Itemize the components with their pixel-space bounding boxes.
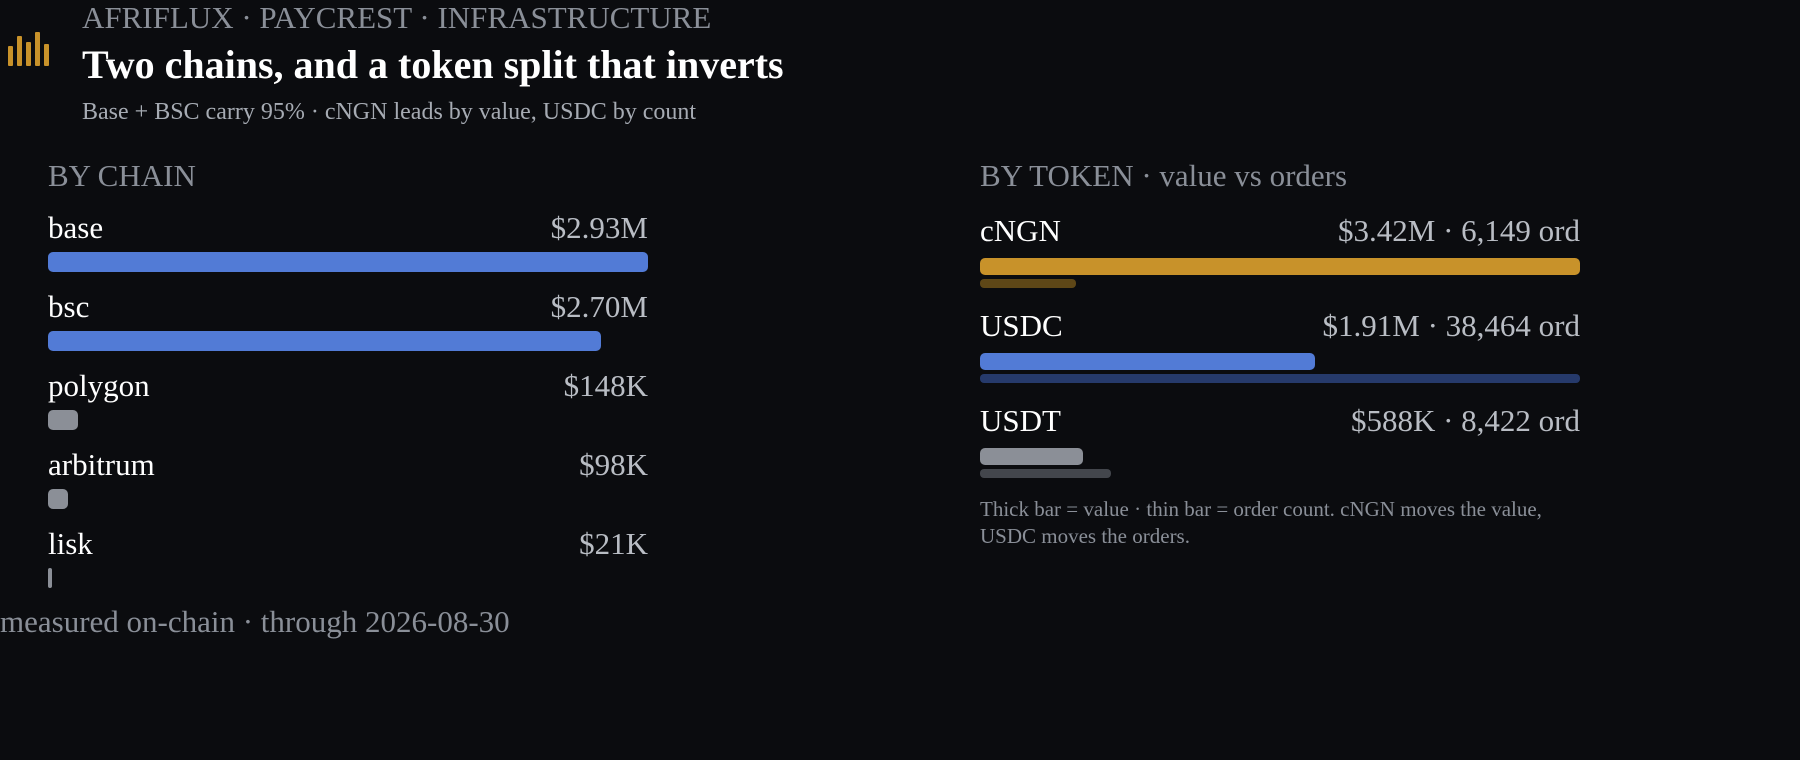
chain-value-label: $148K [563,368,648,403]
chain-value-label: $2.93M [550,210,648,245]
token-orders-bar [980,279,1076,288]
token-value-bar [980,353,1315,370]
token-label: cNGN [980,213,1061,248]
chain-bar [48,568,52,588]
eyebrow: AFRIFLUX · PAYCREST · INFRASTRUCTURE [82,0,712,35]
chain-label: arbitrum [48,447,155,482]
token-label: USDC [980,308,1063,343]
chain-bar [48,252,648,272]
chain-row: lisk $21K [48,526,648,588]
page-subtitle: Base + BSC carry 95% · cNGN leads by val… [82,99,697,125]
chain-label: bsc [48,289,90,324]
chain-bar [48,489,68,509]
chain-section-title: BY CHAIN [48,158,196,193]
chain-row: bsc $2.70M [48,289,648,351]
chain-value-label: $2.70M [550,289,648,324]
token-row: cNGN $3.42M · 6,149 ord [980,213,1580,288]
token-row: USDT $588K · 8,422 ord [980,403,1580,478]
chain-label: base [48,210,104,245]
token-value-label: $588K · 8,422 ord [1350,403,1580,438]
token-value-bar [980,448,1083,465]
token-value-label: $3.42M · 6,149 ord [1338,213,1580,248]
chart-note: Thick bar = value · thin bar = order cou… [980,497,1542,548]
token-orders-bar [980,469,1111,478]
token-value-label: $1.91M · 38,464 ord [1322,308,1580,343]
token-label: USDT [980,403,1061,438]
footer-text: measured on-chain · through 2026-08-30 [0,604,510,639]
chain-label: polygon [48,368,150,403]
chain-row: arbitrum $98K [48,447,648,509]
chain-row: polygon $148K [48,368,648,430]
chain-label: lisk [48,526,93,561]
chain-bar [48,410,78,430]
token-orders-bar [980,374,1580,383]
token-value-bar [980,258,1580,275]
page-title: Two chains, and a token split that inver… [82,42,784,87]
chain-value-label: $98K [579,447,648,482]
token-section-title: BY TOKEN · value vs orders [980,158,1348,193]
chain-bar [48,331,601,351]
chain-value-label: $21K [579,526,648,561]
bar-chart-icon [8,32,50,66]
chain-row: base $2.93M [48,210,648,272]
token-row: USDC $1.91M · 38,464 ord [980,308,1580,383]
